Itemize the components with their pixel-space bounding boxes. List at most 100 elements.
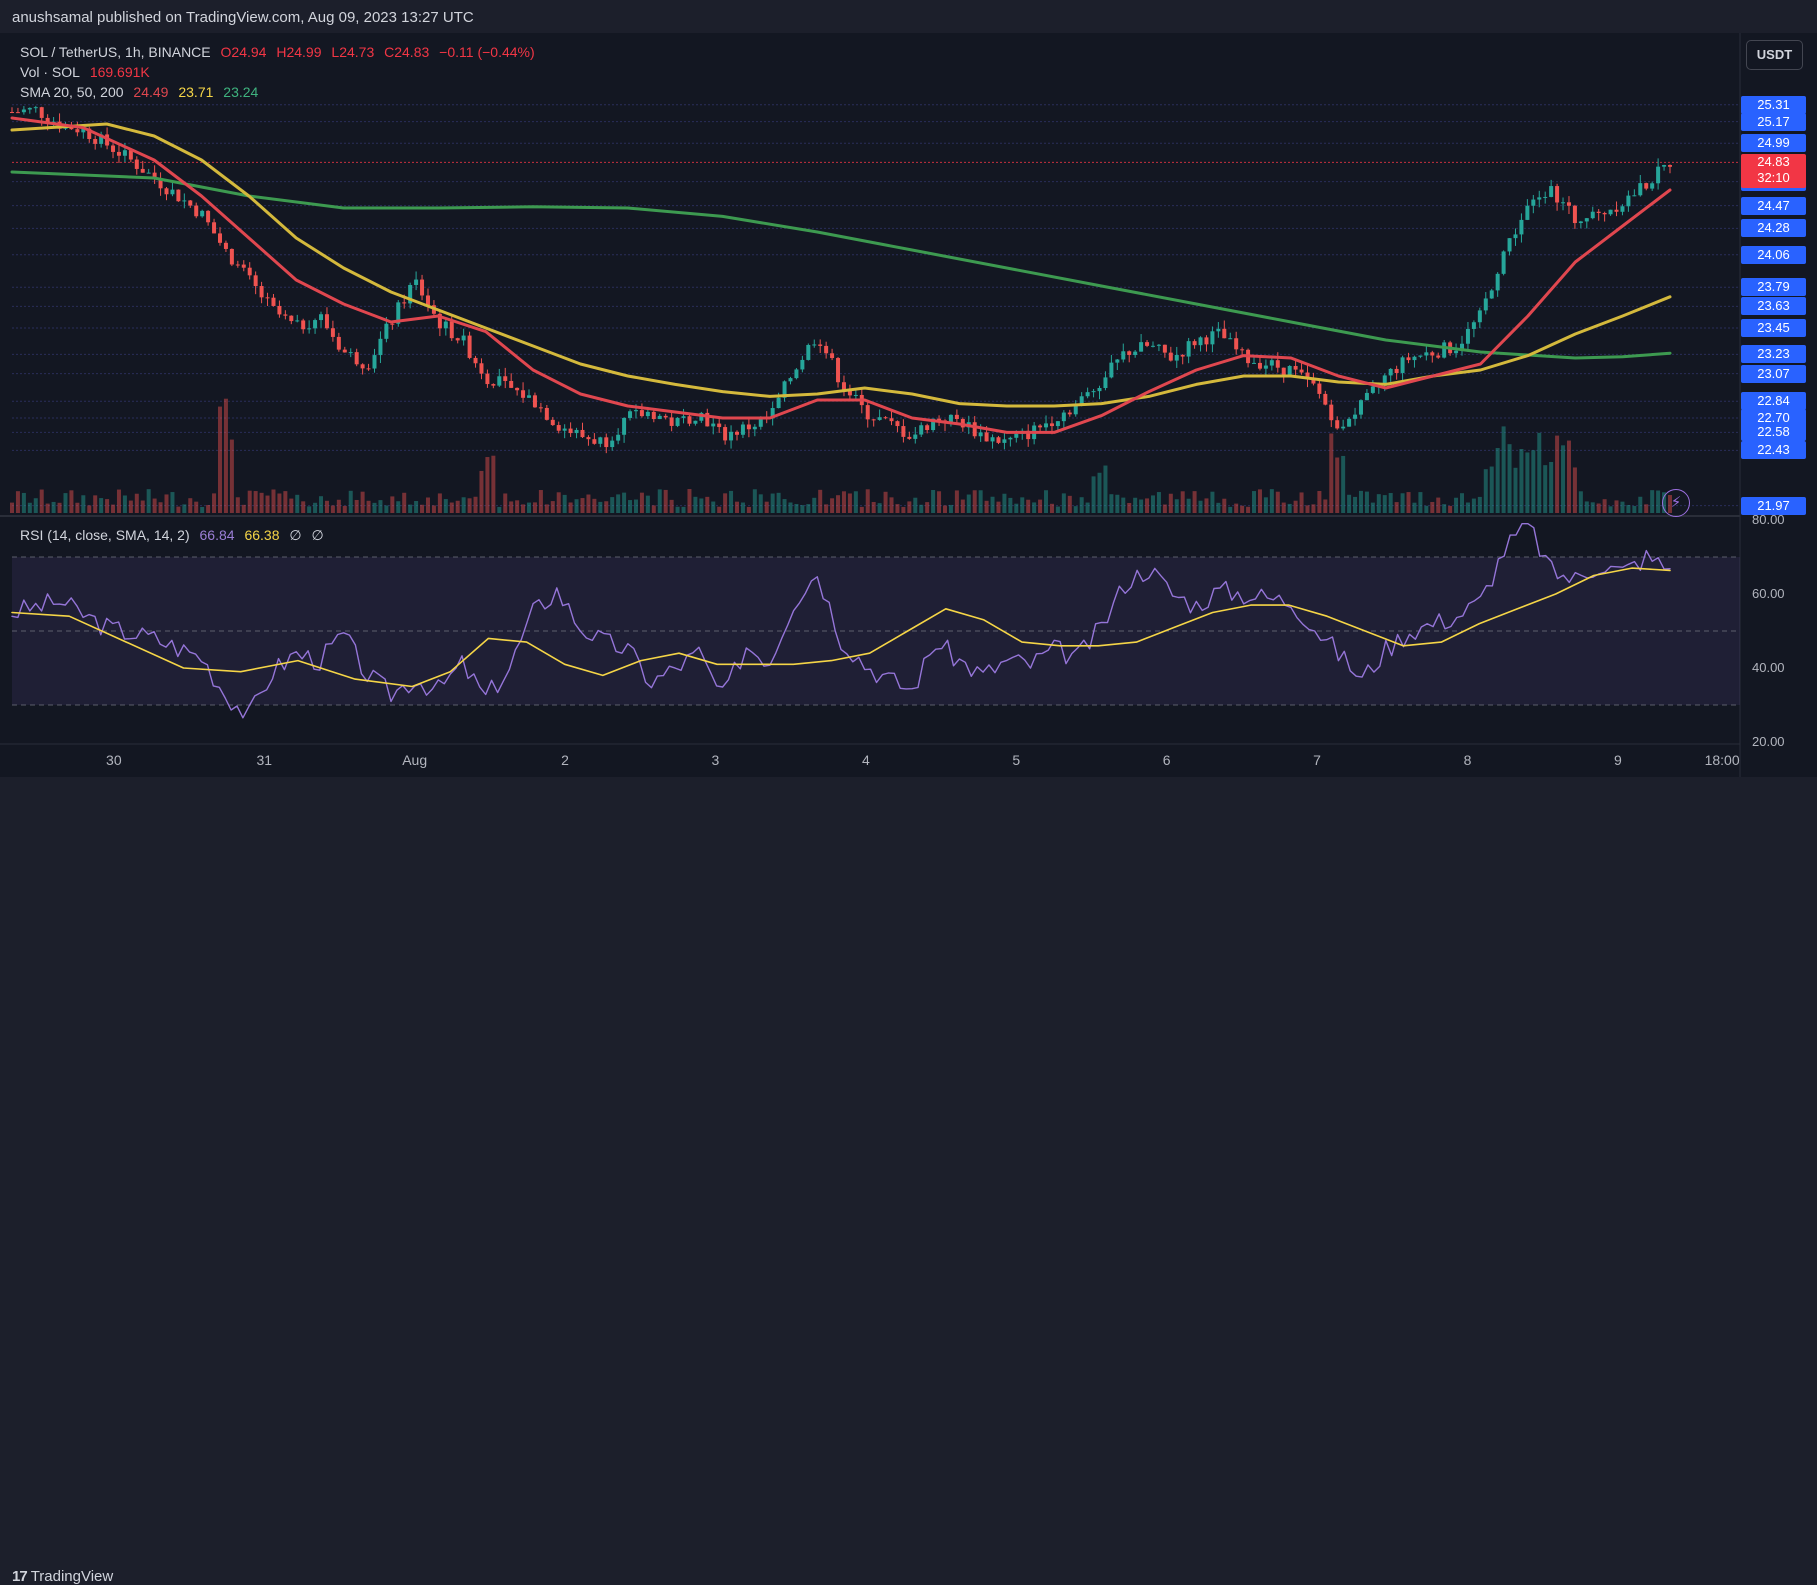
rsi-tick-label: 60.00 bbox=[1752, 586, 1785, 601]
volume-bar bbox=[1376, 494, 1381, 513]
price-tag[interactable]: 24.47 bbox=[1741, 196, 1806, 215]
volume-bar bbox=[259, 492, 264, 513]
volume-bar bbox=[1364, 491, 1369, 513]
lightning-icon[interactable]: ⚡ bbox=[1662, 489, 1690, 517]
volume-bar bbox=[984, 500, 989, 513]
volume-bar bbox=[1555, 435, 1560, 513]
volume-bar bbox=[1038, 499, 1043, 513]
volume-bar bbox=[1049, 503, 1054, 513]
pane-divider bbox=[0, 515, 1740, 517]
volume-bar bbox=[1127, 502, 1132, 513]
volume-bar bbox=[69, 490, 74, 513]
volume-bar bbox=[1602, 499, 1607, 513]
candle-body bbox=[467, 335, 472, 358]
volume-bar bbox=[752, 489, 757, 513]
candle-body bbox=[491, 384, 496, 386]
tradingview-logo[interactable]: 17 TradingView bbox=[12, 1568, 113, 1585]
volume-bar bbox=[1275, 491, 1280, 513]
price-tag[interactable]: 25.17 bbox=[1741, 112, 1806, 131]
candle-body bbox=[223, 242, 228, 249]
volume-bar bbox=[687, 489, 692, 513]
candle-body bbox=[562, 428, 567, 431]
price-tag[interactable]: 23.23 bbox=[1741, 345, 1806, 364]
price-tag[interactable]: 22.43 bbox=[1741, 441, 1806, 460]
price-tag[interactable]: 24.28 bbox=[1741, 219, 1806, 238]
price-tag[interactable]: 22.84 bbox=[1741, 392, 1806, 411]
candle-body bbox=[711, 423, 716, 427]
volume-bar bbox=[1572, 467, 1577, 513]
candle-body bbox=[1495, 273, 1500, 291]
candle-body bbox=[1471, 322, 1476, 329]
rsi-sma-line bbox=[11, 567, 1671, 688]
volume-bar bbox=[717, 506, 722, 513]
volume-bar bbox=[307, 506, 312, 513]
volume-bar bbox=[455, 500, 460, 513]
symbol-name[interactable]: SOL / TetherUS, 1h, BINANCE bbox=[20, 44, 211, 60]
rsi-label[interactable]: RSI (14, close, SMA, 14, 2) bbox=[20, 527, 190, 543]
candle-body bbox=[206, 210, 211, 223]
candle-body bbox=[134, 159, 139, 169]
rsi-empty-b: ∅ bbox=[311, 527, 324, 543]
candle-body bbox=[919, 425, 924, 435]
volume-bar bbox=[907, 501, 912, 513]
price-tag[interactable]: 22.70 bbox=[1741, 409, 1806, 427]
candle-body bbox=[1620, 206, 1625, 212]
candle-body bbox=[1477, 310, 1482, 323]
volume-bar bbox=[568, 502, 573, 513]
price-tag[interactable]: 22.58 bbox=[1741, 423, 1806, 442]
price-tag[interactable]: 25.31 bbox=[1741, 95, 1806, 114]
candle-body bbox=[188, 200, 193, 206]
price-chart[interactable] bbox=[0, 0, 1817, 820]
price-tag[interactable]: 23.79 bbox=[1741, 278, 1806, 297]
volume-bar bbox=[996, 501, 1001, 513]
volume-bar bbox=[806, 504, 811, 513]
volume-bar bbox=[628, 500, 633, 513]
volume-bar bbox=[1252, 491, 1257, 513]
volume-bar bbox=[836, 495, 841, 513]
volume-bar bbox=[1626, 504, 1631, 513]
candle-body bbox=[705, 412, 710, 427]
volume-bar bbox=[1240, 505, 1245, 513]
volume-bar bbox=[1234, 503, 1239, 513]
candle-body bbox=[1287, 365, 1292, 375]
price-tag[interactable]: 23.07 bbox=[1741, 364, 1806, 383]
price-tag[interactable]: 23.45 bbox=[1741, 319, 1806, 337]
volume-label[interactable]: Vol · SOL bbox=[20, 64, 80, 80]
candle-body bbox=[1650, 183, 1655, 189]
candle-body bbox=[1269, 360, 1274, 366]
price-tag[interactable]: 24.99 bbox=[1741, 134, 1806, 153]
candle-body bbox=[806, 344, 811, 360]
volume-bar bbox=[990, 496, 995, 513]
volume-bar bbox=[384, 505, 389, 513]
volume-bar bbox=[865, 489, 870, 513]
candle-body bbox=[948, 414, 953, 424]
price-tag[interactable]: 21.97 bbox=[1741, 496, 1806, 515]
volume-bar bbox=[1566, 440, 1571, 513]
sma-label[interactable]: SMA 20, 50, 200 bbox=[20, 84, 124, 100]
volume-bar bbox=[1501, 426, 1506, 513]
volume-bar bbox=[182, 504, 187, 513]
volume-bar bbox=[675, 506, 680, 513]
volume-bar bbox=[1156, 492, 1161, 513]
candle-body bbox=[1454, 350, 1459, 354]
candle-body bbox=[1305, 372, 1310, 380]
volume-bar bbox=[925, 502, 930, 513]
volume-bar bbox=[194, 501, 199, 513]
currency-button[interactable]: USDT bbox=[1746, 40, 1803, 70]
candle-body bbox=[1555, 186, 1560, 203]
price-tag[interactable]: 23.63 bbox=[1741, 297, 1806, 316]
candle-body bbox=[954, 414, 959, 420]
volume-bar bbox=[1329, 433, 1334, 513]
candle-body bbox=[687, 416, 692, 424]
volume-bar bbox=[1382, 495, 1387, 513]
volume-bar bbox=[146, 489, 151, 513]
volume-bar bbox=[782, 499, 787, 513]
candle-body bbox=[1519, 219, 1524, 235]
current-price-tag[interactable]: 24.83 32:10 bbox=[1741, 154, 1806, 189]
price-tag[interactable]: 24.06 bbox=[1741, 245, 1806, 264]
candle-body bbox=[1222, 328, 1227, 339]
volume-bar bbox=[931, 489, 936, 513]
volume-bar bbox=[663, 489, 668, 513]
candle-body bbox=[782, 381, 787, 398]
candle-body bbox=[1341, 426, 1346, 429]
